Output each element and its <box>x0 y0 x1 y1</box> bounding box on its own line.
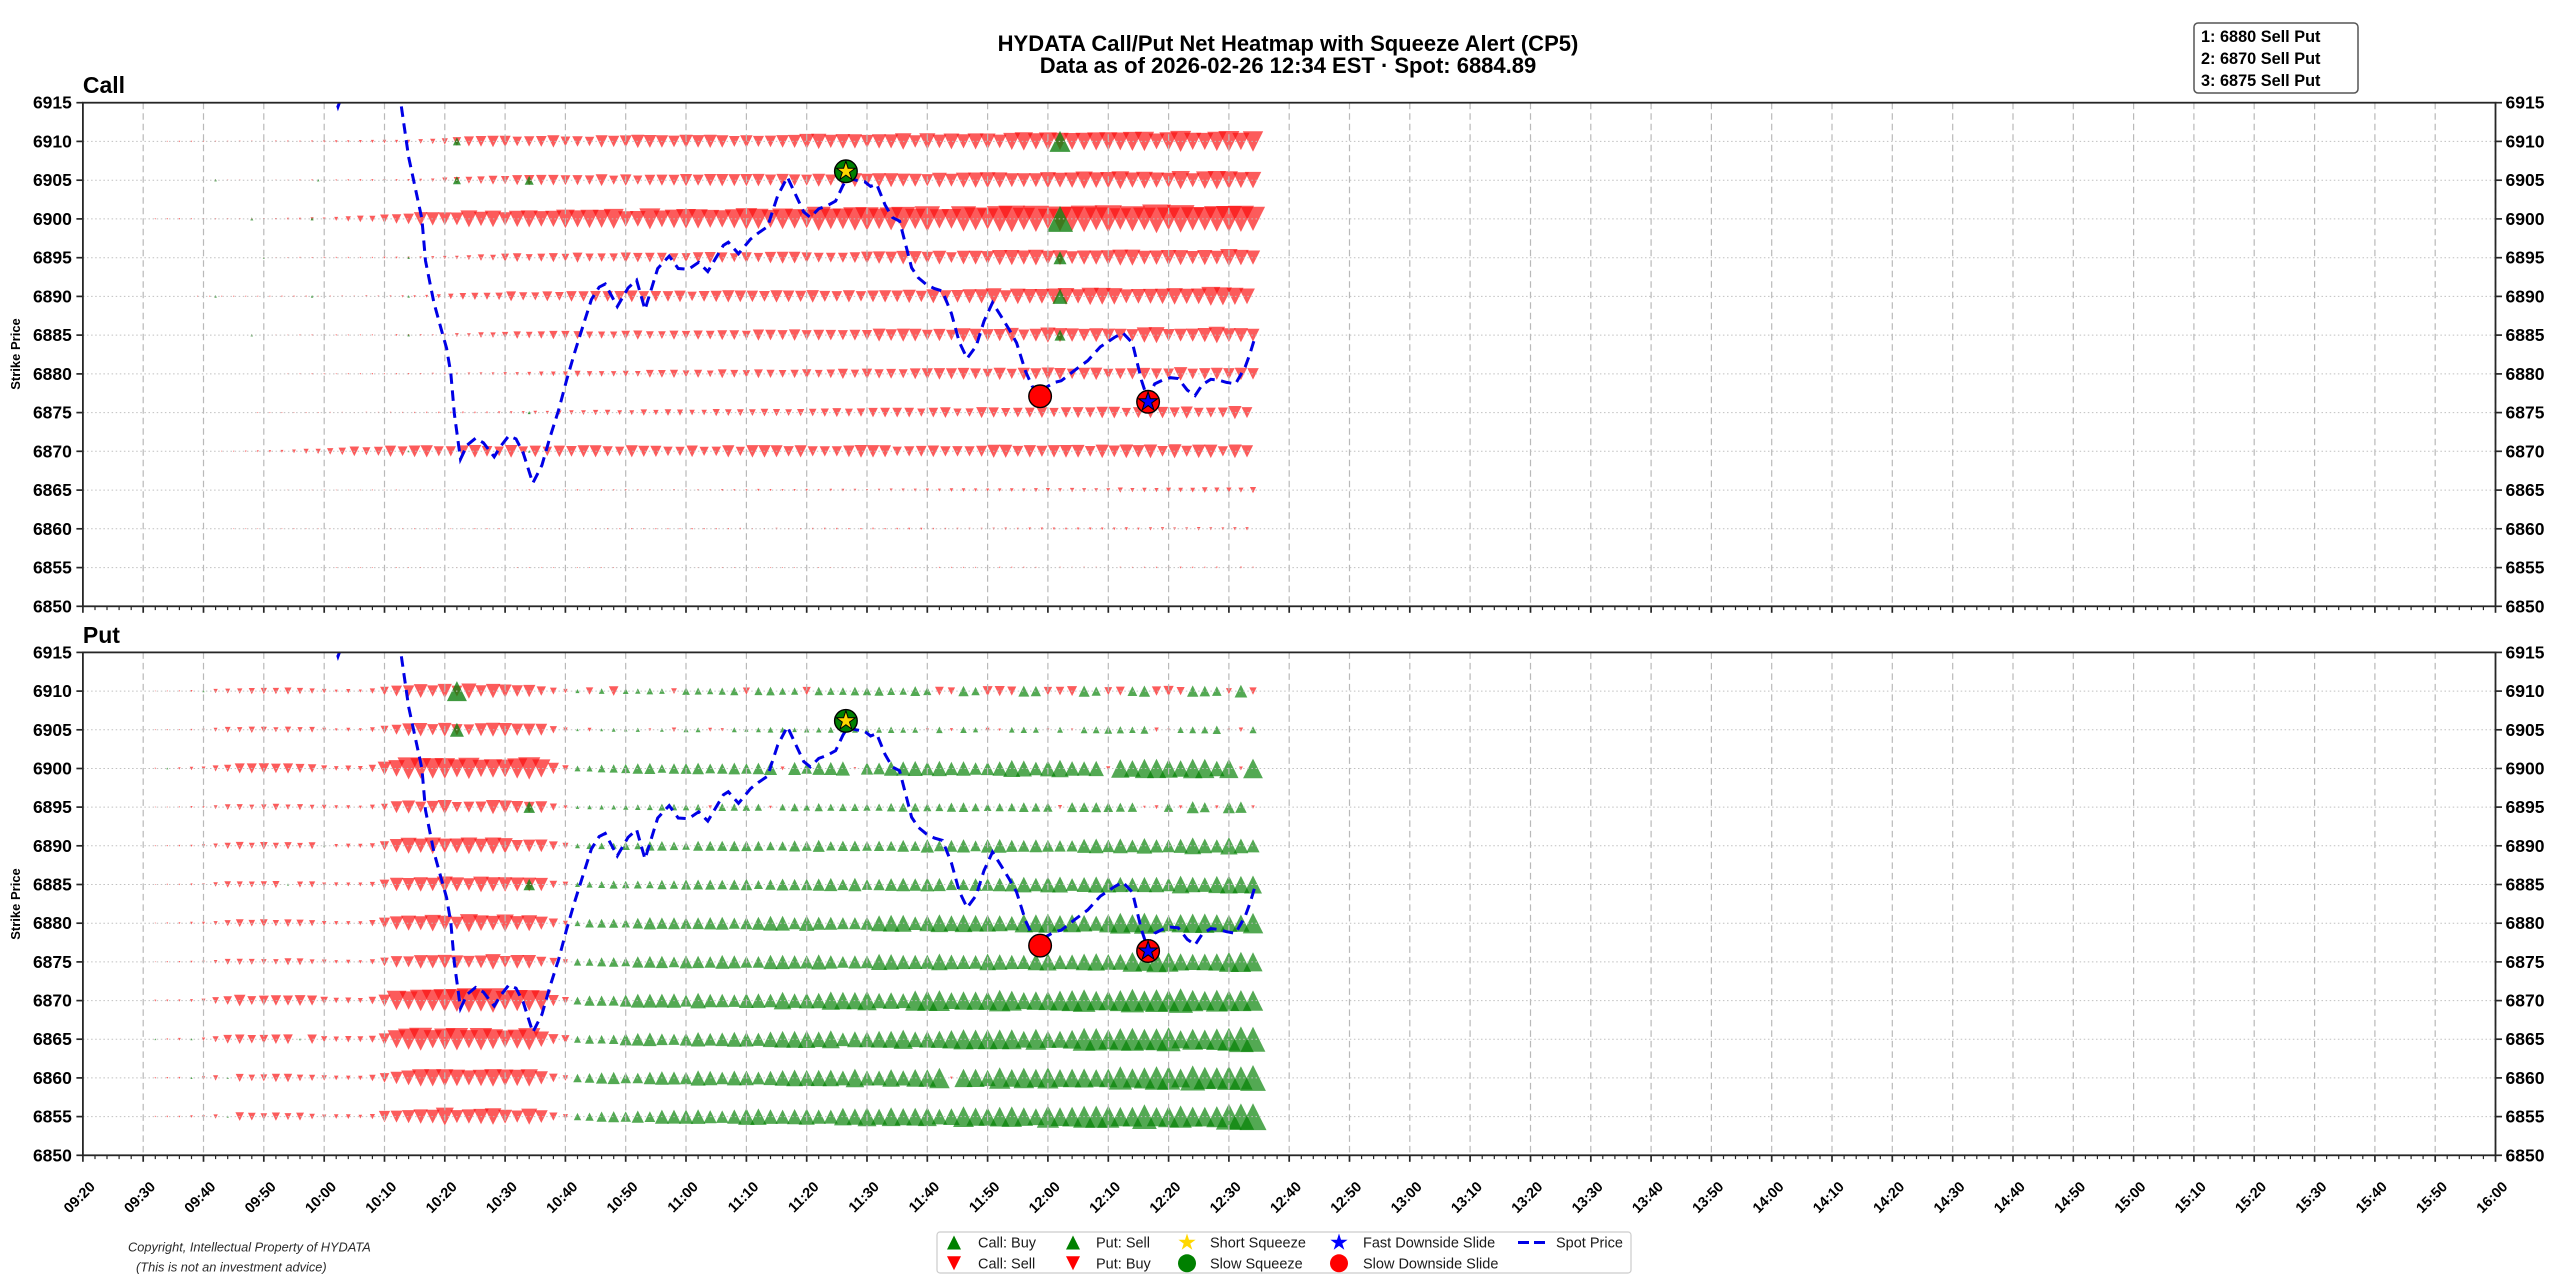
svg-text:6895: 6895 <box>33 797 72 817</box>
svg-text:Short Squeeze: Short Squeeze <box>1210 1236 1306 1252</box>
svg-text:6900: 6900 <box>2506 759 2545 779</box>
svg-text:6915: 6915 <box>33 93 72 113</box>
svg-text:6865: 6865 <box>33 1029 72 1049</box>
svg-text:6880: 6880 <box>2506 913 2545 933</box>
svg-text:1: 6880 Sell Put: 1: 6880 Sell Put <box>2201 28 2321 46</box>
svg-text:6865: 6865 <box>2506 1029 2545 1049</box>
svg-text:6875: 6875 <box>2506 952 2545 972</box>
svg-text:3: 6875 Sell Put: 3: 6875 Sell Put <box>2201 72 2321 90</box>
svg-text:6910: 6910 <box>2506 131 2545 151</box>
svg-text:2: 6870 Sell Put: 2: 6870 Sell Put <box>2201 50 2321 68</box>
svg-text:6890: 6890 <box>2506 286 2545 306</box>
svg-text:6910: 6910 <box>2506 681 2545 701</box>
svg-text:6860: 6860 <box>2506 519 2545 539</box>
svg-text:Call: Sell: Call: Sell <box>978 1256 1035 1272</box>
svg-text:6905: 6905 <box>2506 170 2545 190</box>
svg-text:6890: 6890 <box>2506 836 2545 856</box>
svg-text:6865: 6865 <box>2506 480 2545 500</box>
svg-text:6880: 6880 <box>33 913 72 933</box>
svg-text:6905: 6905 <box>33 170 72 190</box>
svg-text:Fast Downside Slide: Fast Downside Slide <box>1363 1236 1495 1252</box>
svg-text:6885: 6885 <box>33 875 72 895</box>
svg-text:6910: 6910 <box>33 681 72 701</box>
svg-text:6870: 6870 <box>33 991 72 1011</box>
svg-text:6860: 6860 <box>2506 1068 2545 1088</box>
svg-text:Put: Sell: Put: Sell <box>1096 1236 1150 1252</box>
svg-text:6865: 6865 <box>33 480 72 500</box>
svg-text:6890: 6890 <box>33 286 72 306</box>
svg-text:6880: 6880 <box>33 364 72 384</box>
svg-text:Strike Price: Strike Price <box>8 868 23 940</box>
svg-text:6915: 6915 <box>2506 93 2545 113</box>
svg-text:6895: 6895 <box>2506 248 2545 268</box>
svg-text:6895: 6895 <box>2506 797 2545 817</box>
svg-text:6900: 6900 <box>2506 209 2545 229</box>
svg-text:Data as of 2026-02-26 12:34 ES: Data as of 2026-02-26 12:34 EST · Spot: … <box>1040 53 1536 78</box>
svg-text:6870: 6870 <box>2506 441 2545 461</box>
svg-text:(This is not an investment adv: (This is not an investment advice) <box>136 1260 327 1275</box>
svg-text:6875: 6875 <box>33 952 72 972</box>
svg-text:6915: 6915 <box>2506 642 2545 662</box>
svg-text:6855: 6855 <box>33 558 72 578</box>
svg-text:6870: 6870 <box>2506 991 2545 1011</box>
svg-text:HYDATA Call/Put Net Heatmap wi: HYDATA Call/Put Net Heatmap with Squeeze… <box>998 31 1579 56</box>
svg-text:6855: 6855 <box>2506 558 2545 578</box>
svg-text:6850: 6850 <box>33 596 72 616</box>
svg-text:6860: 6860 <box>33 519 72 539</box>
svg-text:6880: 6880 <box>2506 364 2545 384</box>
svg-text:Put: Buy: Put: Buy <box>1096 1256 1152 1272</box>
svg-text:6850: 6850 <box>2506 1145 2545 1165</box>
svg-text:6875: 6875 <box>2506 403 2545 423</box>
svg-text:6855: 6855 <box>33 1107 72 1127</box>
svg-text:6890: 6890 <box>33 836 72 856</box>
svg-text:6895: 6895 <box>33 248 72 268</box>
svg-text:6910: 6910 <box>33 131 72 151</box>
svg-text:Slow Downside Slide: Slow Downside Slide <box>1363 1256 1498 1272</box>
svg-text:Copyright, Intellectual Proper: Copyright, Intellectual Property of HYDA… <box>128 1240 371 1255</box>
svg-text:6885: 6885 <box>2506 875 2545 895</box>
svg-text:Call: Call <box>83 72 125 98</box>
svg-text:Slow Squeeze: Slow Squeeze <box>1210 1256 1303 1272</box>
svg-text:6885: 6885 <box>33 325 72 345</box>
svg-text:6900: 6900 <box>33 759 72 779</box>
svg-text:6915: 6915 <box>33 642 72 662</box>
svg-text:6850: 6850 <box>33 1145 72 1165</box>
svg-text:Put: Put <box>83 622 120 648</box>
svg-text:Strike Price: Strike Price <box>8 318 23 390</box>
svg-text:Call: Buy: Call: Buy <box>978 1236 1037 1252</box>
svg-text:6855: 6855 <box>2506 1107 2545 1127</box>
svg-text:6875: 6875 <box>33 403 72 423</box>
svg-text:6870: 6870 <box>33 441 72 461</box>
svg-text:6905: 6905 <box>33 720 72 740</box>
svg-text:6850: 6850 <box>2506 596 2545 616</box>
svg-text:6905: 6905 <box>2506 720 2545 740</box>
svg-text:6885: 6885 <box>2506 325 2545 345</box>
svg-text:6860: 6860 <box>33 1068 72 1088</box>
svg-text:Spot Price: Spot Price <box>1556 1236 1623 1252</box>
svg-text:6900: 6900 <box>33 209 72 229</box>
